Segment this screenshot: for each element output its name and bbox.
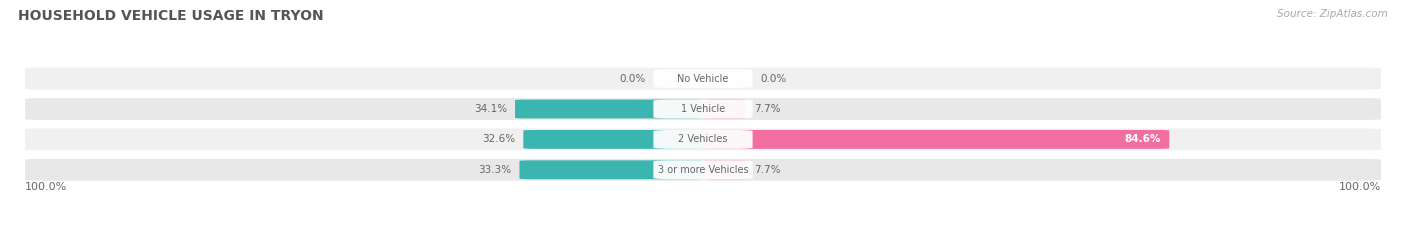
Text: 100.0%: 100.0% [1339,182,1381,192]
Text: 100.0%: 100.0% [25,182,67,192]
Text: HOUSEHOLD VEHICLE USAGE IN TRYON: HOUSEHOLD VEHICLE USAGE IN TRYON [18,9,323,23]
Text: 34.1%: 34.1% [474,104,506,114]
Text: 7.7%: 7.7% [754,165,780,175]
FancyBboxPatch shape [654,160,752,179]
Text: 0.0%: 0.0% [619,74,645,84]
Text: 32.6%: 32.6% [482,134,515,144]
Text: Source: ZipAtlas.com: Source: ZipAtlas.com [1277,9,1388,19]
Text: 3 or more Vehicles: 3 or more Vehicles [658,165,748,175]
Text: 0.0%: 0.0% [761,74,787,84]
Text: 2 Vehicles: 2 Vehicles [678,134,728,144]
FancyBboxPatch shape [654,69,752,88]
FancyBboxPatch shape [25,128,1381,150]
FancyBboxPatch shape [25,98,1381,120]
FancyBboxPatch shape [703,99,745,118]
FancyBboxPatch shape [25,68,1381,89]
FancyBboxPatch shape [703,160,745,179]
Text: No Vehicle: No Vehicle [678,74,728,84]
FancyBboxPatch shape [654,99,752,118]
FancyBboxPatch shape [519,160,703,179]
Text: 7.7%: 7.7% [754,104,780,114]
FancyBboxPatch shape [515,99,703,118]
FancyBboxPatch shape [654,130,752,149]
Text: 1 Vehicle: 1 Vehicle [681,104,725,114]
FancyBboxPatch shape [523,130,703,149]
FancyBboxPatch shape [25,159,1381,181]
Text: 33.3%: 33.3% [478,165,512,175]
Text: 84.6%: 84.6% [1125,134,1161,144]
FancyBboxPatch shape [703,130,1170,149]
